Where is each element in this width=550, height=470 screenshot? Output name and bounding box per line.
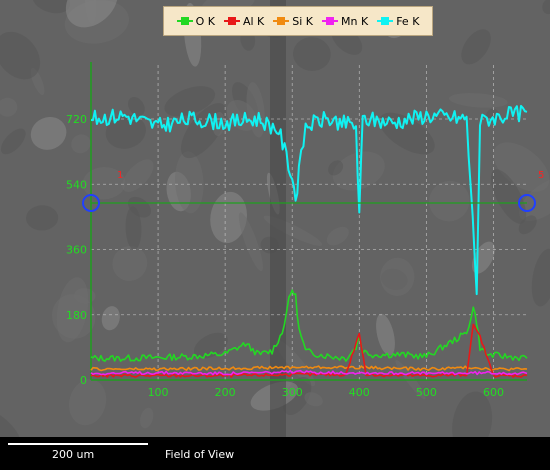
grain-blob: [140, 407, 154, 429]
grain-blob: [32, 0, 71, 14]
grain-blob: [112, 246, 148, 281]
legend-item-al[interactable]: Al K: [223, 14, 265, 28]
grain-blob: [461, 29, 491, 65]
grain-blob: [0, 128, 26, 155]
grain-blob: [326, 226, 349, 246]
grain-blob: [293, 37, 331, 72]
scan-end-label: 5: [538, 170, 544, 181]
grain-blob: [164, 86, 216, 117]
x-tick-label: 600: [483, 386, 504, 399]
grain-blob: [429, 180, 470, 222]
grain-blob: [82, 167, 126, 200]
status-bar: 200 um Field of View: [0, 437, 550, 470]
x-tick-label: 200: [215, 386, 236, 399]
legend-item-si[interactable]: Si K: [273, 15, 313, 28]
grain-blob: [105, 114, 146, 149]
field-of-view-label: Field of View: [165, 448, 235, 461]
series-line-o-k: [90, 289, 528, 363]
grain-blob: [490, 169, 527, 224]
series-line-al-k: [90, 323, 528, 378]
grain-blob: [101, 306, 120, 331]
scale-bar-label: 200 um: [52, 448, 95, 461]
grain-blob: [531, 248, 550, 307]
chart-series: [90, 104, 528, 378]
grain-blob: [127, 196, 152, 218]
grain-blob: [26, 205, 59, 231]
legend-item-fe[interactable]: Fe K: [377, 15, 419, 28]
legend-label: Al K: [242, 14, 265, 28]
scan-line-group: 1 5: [82, 170, 544, 212]
y-tick-label: 540: [66, 178, 87, 191]
grain-blob: [0, 97, 18, 117]
scan-end-handle[interactable]: [518, 194, 536, 212]
x-tick-label: 100: [148, 386, 169, 399]
y-tick-label: 360: [66, 244, 87, 257]
series-line-fe-k: [90, 104, 528, 296]
grain-blob: [380, 257, 415, 296]
grain-blob: [376, 313, 395, 356]
al-swatch-icon: [223, 16, 240, 26]
scan-start-handle[interactable]: [82, 194, 100, 212]
si-swatch-icon: [273, 16, 290, 26]
grain-blob: [542, 0, 550, 15]
legend-label: Si K: [292, 14, 314, 28]
grain-blob: [71, 134, 91, 154]
scale-bar: [8, 443, 148, 445]
o-swatch-icon: [176, 16, 193, 26]
y-tick-label: 0: [80, 374, 87, 387]
grain-blob: [69, 379, 107, 426]
legend-label: Mn K: [341, 14, 369, 28]
chart-axes: 0 180 360 540 720 100 200 300 400 500 600: [66, 62, 527, 399]
legend-item-o[interactable]: O K: [176, 14, 215, 28]
grain-blob: [56, 277, 89, 343]
legend-label: Fe K: [396, 14, 420, 28]
legend-label: O K: [195, 14, 215, 28]
grain-blob: [328, 160, 344, 176]
series-line-si-k: [90, 365, 528, 372]
grain-blob: [128, 96, 145, 117]
grain-blob: [449, 93, 508, 108]
grain-blob: [125, 206, 142, 250]
grain-blob: [175, 151, 204, 214]
mn-swatch-icon: [322, 16, 339, 26]
grain-blob: [0, 31, 41, 80]
x-tick-label: 400: [349, 386, 370, 399]
scan-start-label: 1: [117, 170, 123, 181]
fe-swatch-icon: [377, 16, 394, 26]
y-tick-label: 720: [66, 113, 87, 126]
grain-blob: [122, 159, 154, 193]
grain-blob: [304, 392, 323, 407]
grain-blob: [238, 212, 263, 272]
grain-blob: [65, 0, 118, 28]
x-tick-label: 500: [416, 386, 437, 399]
grain-blob: [210, 191, 247, 244]
linescan-chart: 0 180 360 540 720 100 200 300 400 500 600 1 5: [0, 0, 550, 437]
grain-blob: [30, 116, 67, 150]
y-tick-label: 180: [66, 309, 87, 322]
grain-blob: [452, 391, 493, 437]
legend-item-mn[interactable]: Mn K: [322, 15, 368, 28]
micrograph-crack: [270, 0, 286, 437]
chart-grid: [91, 65, 527, 380]
grain-blob: [332, 151, 385, 191]
grain-blob: [193, 332, 228, 359]
grain-blob: [0, 410, 21, 437]
x-tick-label: 300: [282, 386, 303, 399]
chart-legend: O K Al K Si K Mn K Fe K: [163, 6, 433, 36]
grain-blob: [493, 142, 550, 192]
series-line-mn-k: [90, 369, 528, 376]
